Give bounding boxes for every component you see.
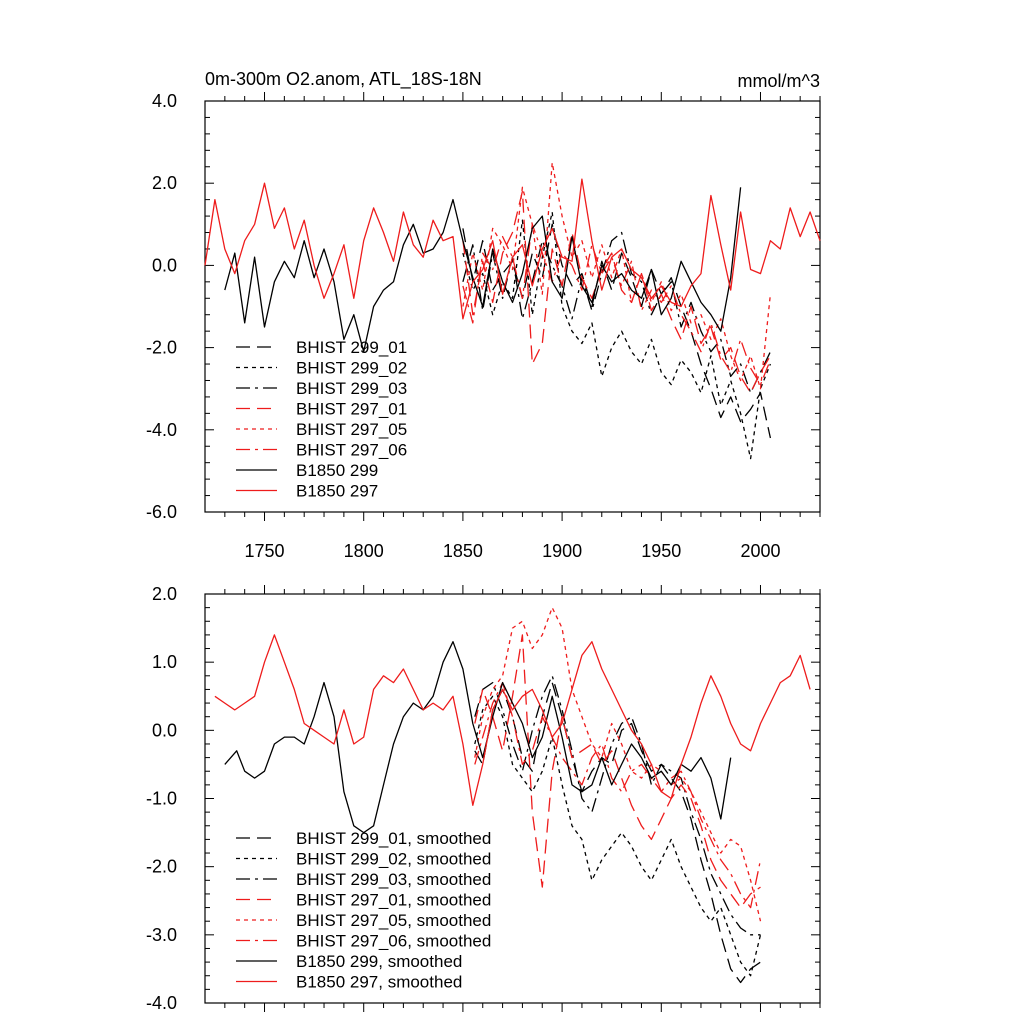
y-tick-label: 1.0 [152,652,177,672]
series-line [474,681,761,984]
legend-label: BHIST 299_01 [296,338,407,357]
legend-label: BHIST 299_01, smoothed [296,829,491,848]
y-tick-label: 4.0 [152,91,177,111]
y-tick-label: -1.0 [146,789,177,809]
series-line [224,187,742,353]
x-tick-label: 2000 [740,541,780,561]
legend-label: BHIST 297_01, smoothed [296,891,491,910]
legend-label: BHIST 299_02 [296,359,407,378]
legend-label: B1850 299 [296,461,378,480]
units-label: mmol/m^3 [738,71,820,91]
legend-label: B1850 297 [296,482,378,501]
series-line [214,634,811,806]
legend-label: BHIST 297_01 [296,400,407,419]
series-line [462,223,772,386]
y-tick-label: -2.0 [146,338,177,358]
series-line [474,695,762,977]
series-line [474,634,761,909]
legend-label: BHIST 299_02, smoothed [296,850,491,869]
series-line [474,606,762,922]
top-panel: 0m-300m O2.anom, ATL_18S-18N mmol/m^3 4.… [146,69,821,561]
y-tick-label: -2.0 [146,857,177,877]
y-tick-label: 2.0 [152,584,177,604]
plot-frame [204,100,821,513]
x-tick-label: 1850 [443,541,483,561]
series-line [462,231,771,394]
series-line [474,681,762,909]
legend-label: B1850 297, smoothed [296,973,462,992]
y-tick-label: -6.0 [146,502,177,522]
series-line [462,211,772,460]
legend-label: BHIST 297_05, smoothed [296,911,491,930]
legend-label: BHIST 299_03 [296,379,407,398]
chart-title: 0m-300m O2.anom, ATL_18S-18N [205,69,482,90]
y-tick-label: -4.0 [146,420,177,440]
y-tick-label: 0.0 [152,720,177,740]
series-line [474,675,761,936]
bottom-panel: 2.0 1.0 0.0 -1.0 -2.0 -3.0 -4.0 BHIST 299_01, s… [146,584,821,1013]
y-tick-label: 2.0 [152,173,177,193]
legend-label: BHIST 297_05 [296,420,407,439]
y-tick-label: 0.0 [152,255,177,275]
series-line [204,178,821,320]
legend-label: B1850 299, smoothed [296,952,462,971]
legend-label: BHIST 297_06 [296,441,407,460]
legend-label: BHIST 297_06, smoothed [296,932,491,951]
series-line [224,641,732,834]
series-line [462,223,772,439]
x-tick-label: 1950 [641,541,681,561]
series-line [462,162,772,390]
legend-label: BHIST 299_03, smoothed [296,870,491,889]
y-tick-label: -3.0 [146,925,177,945]
x-tick-label: 1900 [542,541,582,561]
y-tick-label: -4.0 [146,993,177,1013]
x-tick-label: 1800 [344,541,384,561]
x-tick-label: 1750 [244,541,284,561]
